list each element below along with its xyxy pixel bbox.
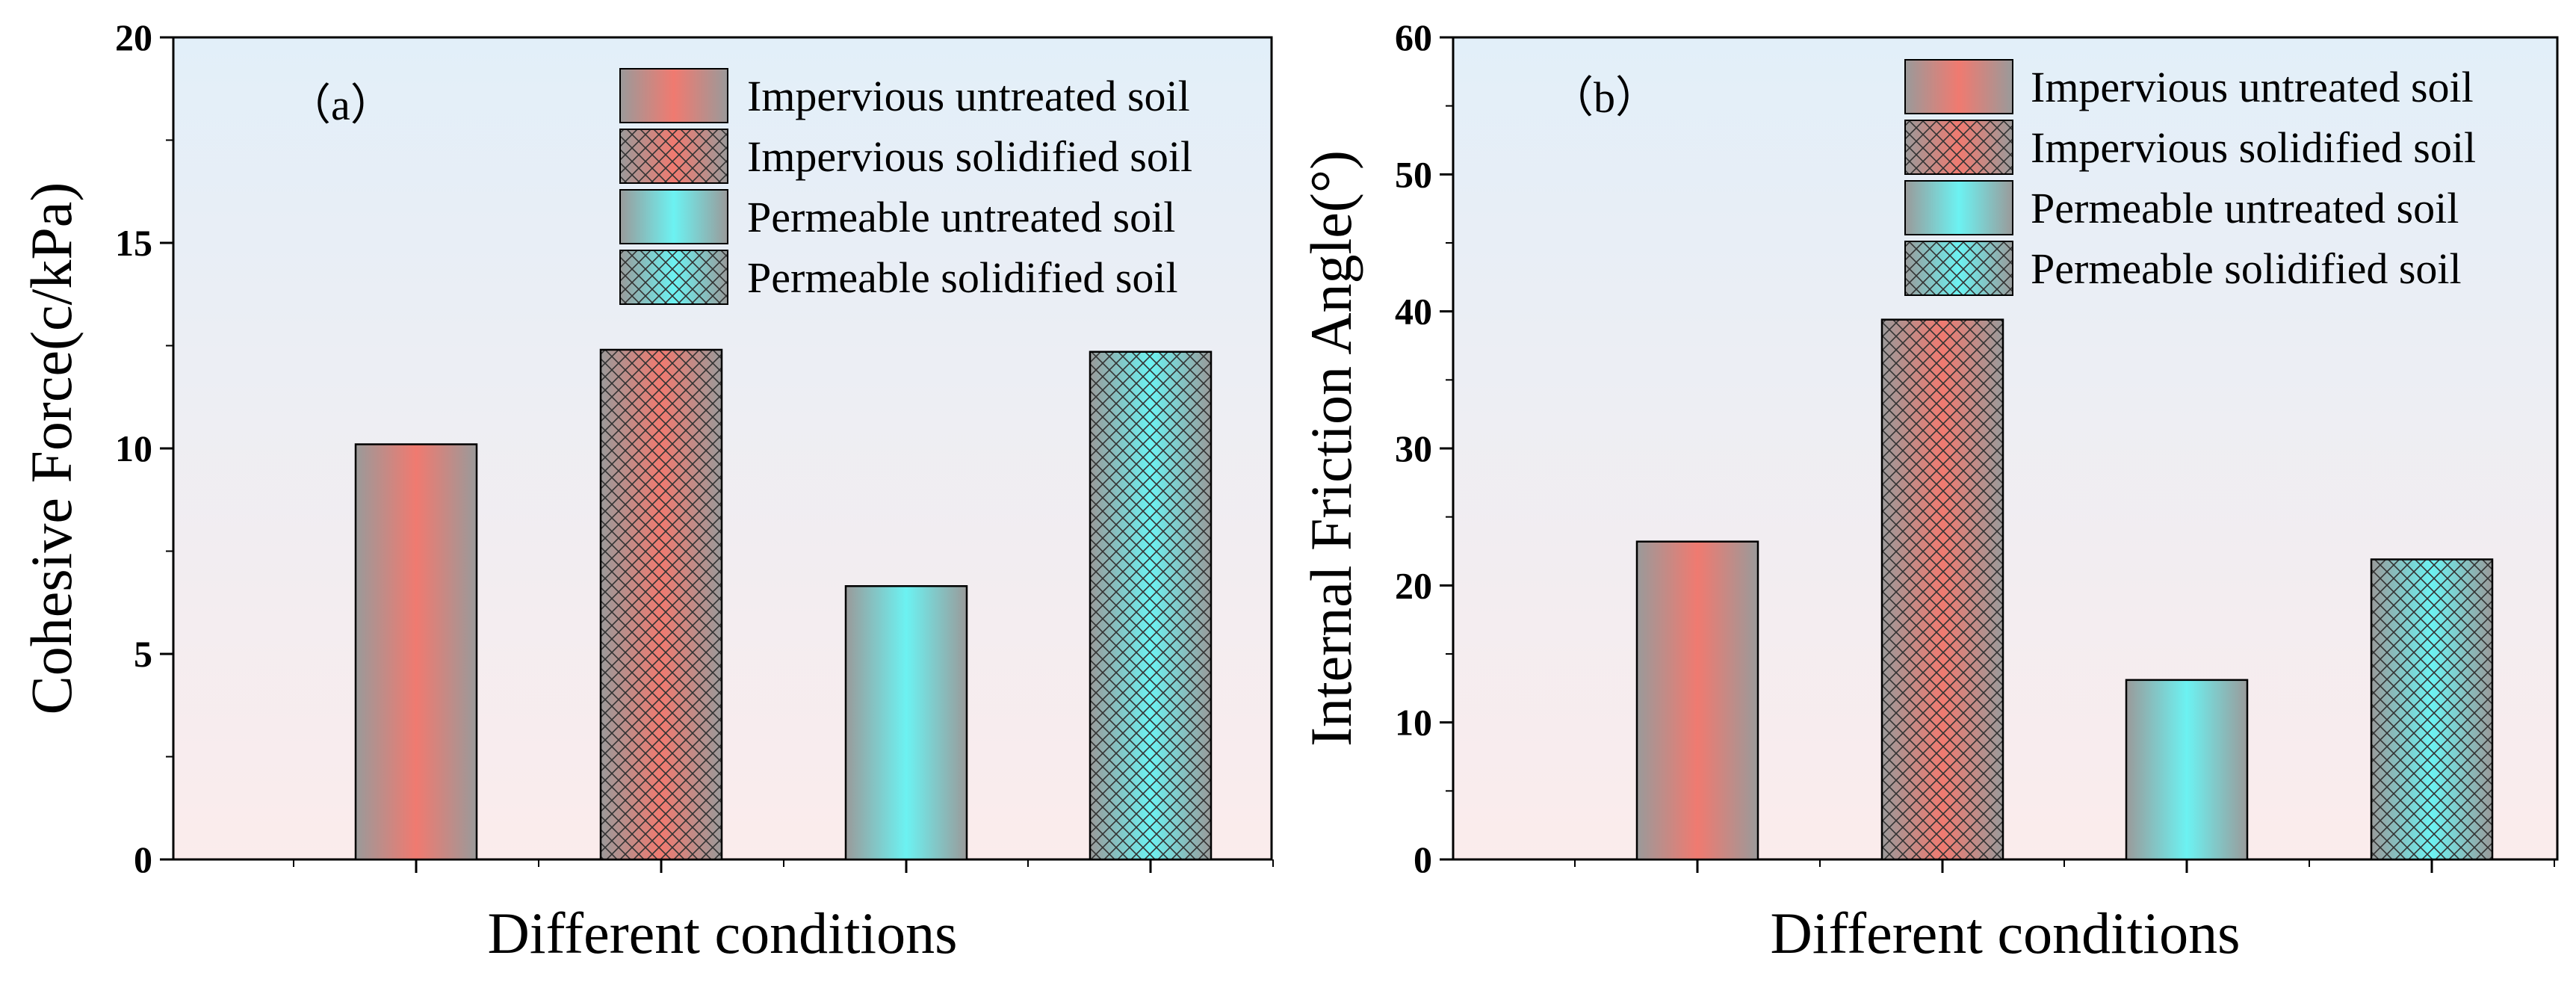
legend-swatch — [620, 69, 728, 123]
bar-outline — [2125, 679, 2249, 861]
legend-swatch — [620, 190, 728, 244]
legend-item: Permeable untreated soil — [1904, 180, 2459, 235]
legend-label: Permeable solidified soil — [747, 253, 1178, 302]
legend-item: Permeable solidified soil — [1904, 241, 2462, 296]
panel-label-b: （b） — [1550, 73, 1659, 122]
y-tick-label: 60 — [1395, 16, 1432, 58]
bar — [2125, 679, 2249, 861]
y-tick-label: 0 — [1414, 839, 1432, 880]
y-axis-title-b: Internal Friction Angle(°) — [1298, 150, 1363, 747]
bar-fill — [846, 586, 967, 859]
legend-label: Impervious untreated soil — [2031, 63, 2474, 111]
bar — [1089, 351, 1213, 861]
legend-a: Impervious untreated soil Impervious soli… — [619, 68, 1192, 305]
bar — [1635, 540, 1759, 861]
bar-outline — [2370, 558, 2494, 861]
y-tick-label: 15 — [115, 222, 152, 264]
legend-swatch-hatch — [1905, 120, 2013, 174]
bar — [354, 443, 478, 861]
y-axis-title-a: Cohesive Force(c/kPa) — [19, 182, 84, 715]
y-tick-label: 20 — [115, 16, 152, 58]
bar — [2370, 558, 2494, 861]
legend-swatch-hatch — [620, 129, 728, 183]
legend-item: Permeable solidified soil — [619, 250, 1178, 305]
panel-b: 0 10 20 30 40 50 60 （b） Impervious untreated s… — [1298, 16, 2559, 966]
bar-hatch — [1882, 319, 2003, 860]
legend-swatch — [1905, 60, 2013, 114]
y-tick-label: 5 — [134, 633, 152, 675]
legend-label: Permeable untreated soil — [2031, 184, 2459, 232]
bar-fill — [1637, 541, 1758, 859]
legend-item: Impervious solidified soil — [1904, 120, 2476, 175]
legend-swatch-hatch — [620, 250, 728, 304]
bar-outline — [1635, 540, 1759, 861]
y-axis-ticks-b: 0 10 20 30 40 50 60 — [1395, 16, 1453, 880]
bars-b — [1635, 318, 2494, 861]
legend-swatch-outline — [619, 129, 728, 184]
bar-hatch — [601, 350, 722, 859]
legend-item: Permeable untreated soil — [619, 189, 1175, 244]
bar — [1880, 318, 2004, 861]
bar-outline — [1089, 351, 1213, 861]
bar-outline — [844, 585, 968, 861]
bar-outline — [354, 443, 478, 861]
x-axis-ticks-b — [1574, 859, 2555, 873]
y-tick-label: 30 — [1395, 427, 1432, 469]
legend-swatch — [1905, 181, 2013, 235]
panel-label-a: （a） — [288, 81, 394, 129]
bar-outline — [599, 348, 723, 861]
y-tick-label: 40 — [1395, 291, 1432, 333]
legend-item: Impervious untreated soil — [619, 68, 1190, 123]
y-tick-label: 20 — [1395, 564, 1432, 606]
bars-a — [354, 348, 1213, 861]
legend-swatch-outline — [1904, 120, 2013, 175]
legend-label: Impervious solidified soil — [2031, 123, 2476, 172]
legend-swatch-hatch — [1905, 241, 2013, 295]
legend-swatch-outline — [619, 189, 728, 244]
y-tick-label: 0 — [134, 839, 152, 880]
bar — [844, 585, 968, 861]
bar-fill — [2126, 679, 2247, 859]
legend-item: Impervious solidified soil — [619, 129, 1192, 184]
legend-label: Permeable solidified soil — [2031, 244, 2462, 293]
legend-b: Impervious untreated soil Impervious soli… — [1904, 59, 2476, 296]
y-tick-label: 10 — [1395, 702, 1432, 744]
bar — [599, 348, 723, 861]
legend-swatch-outline — [619, 68, 728, 123]
legend-swatch-outline — [1904, 59, 2013, 114]
bar-fill — [356, 444, 477, 859]
legend-label: Impervious solidified soil — [747, 132, 1192, 181]
x-axis-title-a: Different conditions — [488, 901, 958, 966]
legend-swatch-outline — [1904, 241, 2013, 296]
y-tick-label: 50 — [1395, 153, 1432, 195]
legend-item: Impervious untreated soil — [1904, 59, 2474, 114]
legend-swatch-outline — [1904, 180, 2013, 235]
x-axis-title-b: Different conditions — [1771, 901, 2241, 966]
bar-outline — [1880, 318, 2004, 861]
legend-swatch-outline — [619, 250, 728, 305]
bar-hatch — [1090, 351, 1211, 859]
x-axis-ticks-a — [293, 859, 1274, 873]
legend-label: Permeable untreated soil — [747, 193, 1175, 241]
legend-label: Impervious untreated soil — [747, 72, 1190, 120]
y-tick-label: 10 — [115, 427, 152, 469]
y-axis-ticks-a: 0 5 10 15 20 — [115, 16, 173, 880]
bar-hatch — [2371, 559, 2492, 859]
